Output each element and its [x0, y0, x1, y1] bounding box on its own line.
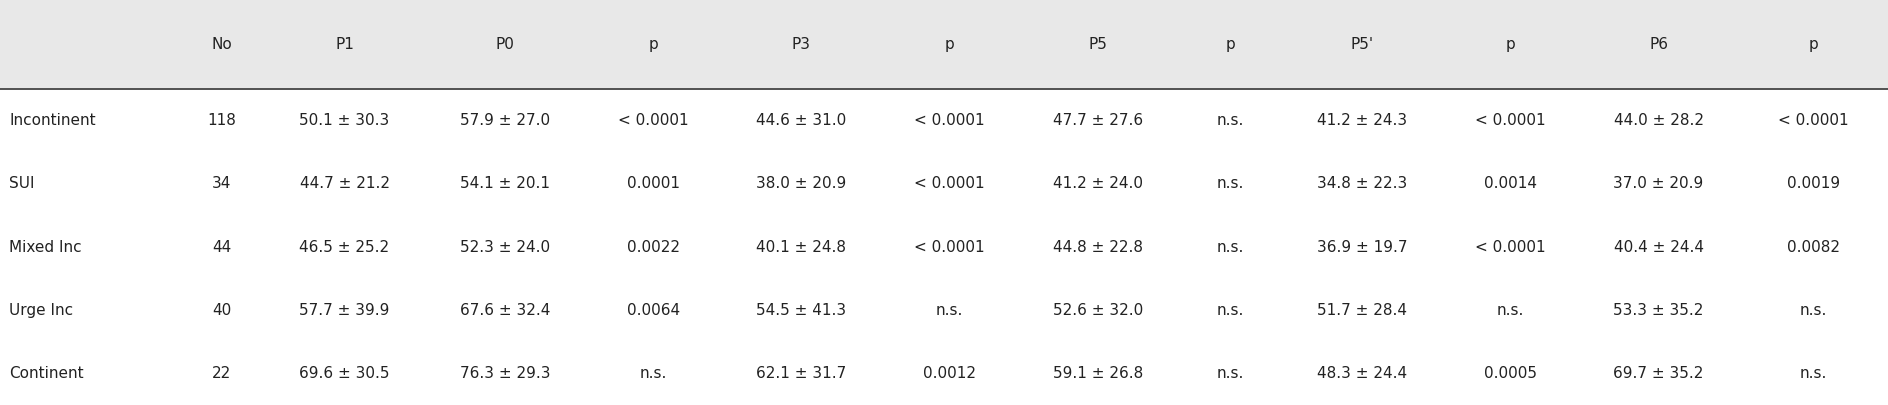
Text: < 0.0001: < 0.0001	[617, 113, 689, 128]
Bar	[0, 88, 1888, 90]
Text: < 0.0001: < 0.0001	[914, 113, 986, 128]
Text: 37.0 ± 20.9: 37.0 ± 20.9	[1614, 176, 1703, 192]
Text: 59.1 ± 26.8: 59.1 ± 26.8	[1054, 366, 1142, 381]
Text: P6: P6	[1648, 37, 1669, 52]
Text: p: p	[1809, 37, 1818, 52]
Text: n.s.: n.s.	[640, 366, 666, 381]
Text: 0.0005: 0.0005	[1484, 366, 1537, 381]
Text: 0.0014: 0.0014	[1484, 176, 1537, 192]
Text: 0.0064: 0.0064	[627, 303, 680, 318]
Text: n.s.: n.s.	[1497, 303, 1524, 318]
Text: 44.7 ± 21.2: 44.7 ± 21.2	[300, 176, 389, 192]
Text: 47.7 ± 27.6: 47.7 ± 27.6	[1054, 113, 1142, 128]
Text: Urge Inc: Urge Inc	[9, 303, 74, 318]
Text: p: p	[648, 37, 659, 52]
Text: 34: 34	[211, 176, 232, 192]
Text: P0: P0	[497, 37, 514, 52]
Text: p: p	[1505, 37, 1516, 52]
Text: P5': P5'	[1350, 37, 1374, 52]
Text: p: p	[944, 37, 955, 52]
Text: 54.5 ± 41.3: 54.5 ± 41.3	[757, 303, 846, 318]
Text: n.s.: n.s.	[1216, 176, 1244, 192]
Text: 57.9 ± 27.0: 57.9 ± 27.0	[461, 113, 549, 128]
Text: 118: 118	[208, 113, 236, 128]
Text: n.s.: n.s.	[1216, 113, 1244, 128]
Text: 0.0022: 0.0022	[627, 239, 680, 255]
Text: 67.6 ± 32.4: 67.6 ± 32.4	[461, 303, 549, 318]
Text: 38.0 ± 20.9: 38.0 ± 20.9	[757, 176, 846, 192]
Text: 40: 40	[211, 303, 232, 318]
Text: 44: 44	[211, 239, 232, 255]
Text: 76.3 ± 29.3: 76.3 ± 29.3	[461, 366, 549, 381]
Text: 34.8 ± 22.3: 34.8 ± 22.3	[1318, 176, 1407, 192]
Text: < 0.0001: < 0.0001	[1475, 113, 1546, 128]
Text: 51.7 ± 28.4: 51.7 ± 28.4	[1318, 303, 1407, 318]
Text: 0.0082: 0.0082	[1786, 239, 1841, 255]
Text: n.s.: n.s.	[936, 303, 963, 318]
Text: 52.6 ± 32.0: 52.6 ± 32.0	[1054, 303, 1142, 318]
Text: n.s.: n.s.	[1799, 303, 1828, 318]
Text: n.s.: n.s.	[1216, 366, 1244, 381]
Text: 0.0012: 0.0012	[923, 366, 976, 381]
Text: n.s.: n.s.	[1216, 239, 1244, 255]
Text: 44.8 ± 22.8: 44.8 ± 22.8	[1054, 239, 1142, 255]
Text: 0.0019: 0.0019	[1786, 176, 1841, 192]
Text: 44.0 ± 28.2: 44.0 ± 28.2	[1614, 113, 1703, 128]
Text: 54.1 ± 20.1: 54.1 ± 20.1	[461, 176, 549, 192]
Text: 69.7 ± 35.2: 69.7 ± 35.2	[1614, 366, 1703, 381]
Text: 36.9 ± 19.7: 36.9 ± 19.7	[1318, 239, 1407, 255]
Text: < 0.0001: < 0.0001	[914, 176, 986, 192]
Text: < 0.0001: < 0.0001	[914, 239, 986, 255]
Text: 48.3 ± 24.4: 48.3 ± 24.4	[1318, 366, 1407, 381]
Text: 57.7 ± 39.9: 57.7 ± 39.9	[300, 303, 389, 318]
Text: < 0.0001: < 0.0001	[1475, 239, 1546, 255]
Text: P3: P3	[791, 37, 812, 52]
Text: 46.5 ± 25.2: 46.5 ± 25.2	[300, 239, 389, 255]
Bar	[0, 0, 1888, 89]
Text: < 0.0001: < 0.0001	[1778, 113, 1848, 128]
Text: 44.6 ± 31.0: 44.6 ± 31.0	[757, 113, 846, 128]
Text: 41.2 ± 24.0: 41.2 ± 24.0	[1054, 176, 1142, 192]
Text: P5: P5	[1089, 37, 1106, 52]
Text: 52.3 ± 24.0: 52.3 ± 24.0	[461, 239, 549, 255]
Text: p: p	[1225, 37, 1235, 52]
Text: Incontinent: Incontinent	[9, 113, 96, 128]
Text: 50.1 ± 30.3: 50.1 ± 30.3	[300, 113, 389, 128]
Text: P1: P1	[336, 37, 353, 52]
Text: Mixed Inc: Mixed Inc	[9, 239, 81, 255]
Text: SUI: SUI	[9, 176, 36, 192]
Text: 41.2 ± 24.3: 41.2 ± 24.3	[1318, 113, 1407, 128]
Text: No: No	[211, 37, 232, 52]
Text: 62.1 ± 31.7: 62.1 ± 31.7	[757, 366, 846, 381]
Text: 69.6 ± 30.5: 69.6 ± 30.5	[300, 366, 389, 381]
Text: n.s.: n.s.	[1216, 303, 1244, 318]
Text: 22: 22	[211, 366, 232, 381]
Text: Continent: Continent	[9, 366, 85, 381]
Text: 40.4 ± 24.4: 40.4 ± 24.4	[1614, 239, 1703, 255]
Text: 0.0001: 0.0001	[627, 176, 680, 192]
Text: 40.1 ± 24.8: 40.1 ± 24.8	[757, 239, 846, 255]
Text: 53.3 ± 35.2: 53.3 ± 35.2	[1614, 303, 1703, 318]
Text: n.s.: n.s.	[1799, 366, 1828, 381]
